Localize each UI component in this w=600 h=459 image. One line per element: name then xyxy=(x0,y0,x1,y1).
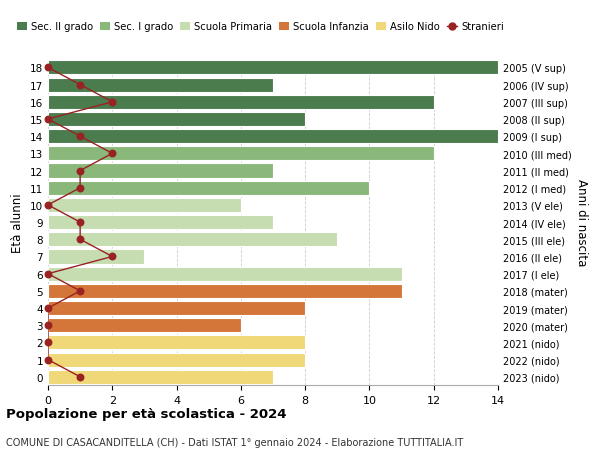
Bar xyxy=(48,198,241,213)
Bar xyxy=(48,267,401,281)
Bar xyxy=(48,319,241,333)
Bar xyxy=(48,284,401,298)
Point xyxy=(43,65,53,72)
Point xyxy=(76,82,85,89)
Legend: Sec. II grado, Sec. I grado, Scuola Primaria, Scuola Infanzia, Asilo Nido, Stran: Sec. II grado, Sec. I grado, Scuola Prim… xyxy=(17,22,503,32)
Text: COMUNE DI CASACANDITELLA (CH) - Dati ISTAT 1° gennaio 2024 - Elaborazione TUTTIT: COMUNE DI CASACANDITELLA (CH) - Dati IST… xyxy=(6,437,463,448)
Point xyxy=(43,356,53,364)
Bar xyxy=(48,353,305,367)
Point xyxy=(43,116,53,123)
Y-axis label: Anni di nascita: Anni di nascita xyxy=(575,179,588,266)
Bar xyxy=(48,250,145,264)
Point xyxy=(76,287,85,295)
Bar xyxy=(48,130,498,144)
Point xyxy=(76,133,85,140)
Y-axis label: Età alunni: Età alunni xyxy=(11,193,25,252)
Bar xyxy=(48,78,273,92)
Point xyxy=(76,185,85,192)
Bar xyxy=(48,302,305,315)
Bar xyxy=(48,370,273,384)
Bar xyxy=(48,95,434,110)
Point xyxy=(76,168,85,175)
Bar xyxy=(48,336,305,350)
Point xyxy=(43,270,53,278)
Point xyxy=(107,99,117,106)
Bar xyxy=(48,233,337,247)
Point xyxy=(107,253,117,261)
Bar xyxy=(48,61,498,75)
Bar xyxy=(48,147,434,161)
Bar xyxy=(48,181,370,196)
Bar xyxy=(48,112,305,127)
Point xyxy=(43,322,53,329)
Point xyxy=(76,236,85,243)
Point xyxy=(76,373,85,381)
Point xyxy=(43,339,53,347)
Point xyxy=(76,219,85,226)
Point xyxy=(43,305,53,312)
Point xyxy=(43,202,53,209)
Bar xyxy=(48,216,273,230)
Bar xyxy=(48,164,273,178)
Point xyxy=(107,151,117,158)
Text: Popolazione per età scolastica - 2024: Popolazione per età scolastica - 2024 xyxy=(6,407,287,420)
